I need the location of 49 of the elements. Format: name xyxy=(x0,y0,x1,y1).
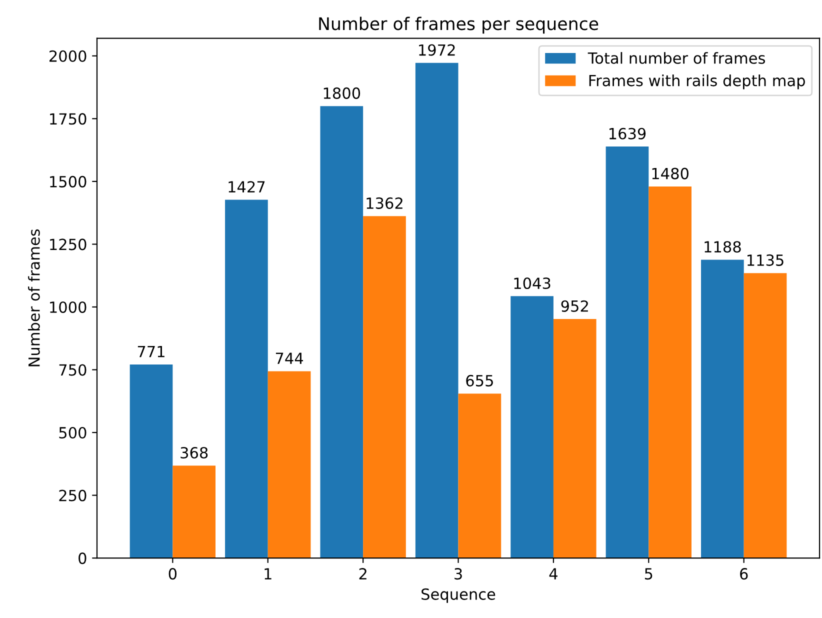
x-axis-title: Sequence xyxy=(422,588,496,603)
bar xyxy=(458,394,502,558)
y-axis-title: Number of frames xyxy=(28,229,40,366)
data-label: 655 xyxy=(466,374,493,386)
y-tick-label: 0 xyxy=(78,552,86,564)
data-label: 1362 xyxy=(366,197,402,209)
y-tick-label: 1750 xyxy=(50,113,86,125)
bar xyxy=(648,186,692,558)
bar xyxy=(268,371,311,558)
y-tick-label: 1250 xyxy=(50,238,86,250)
bar xyxy=(415,62,458,558)
legend-label: Total number of frames xyxy=(588,52,766,64)
bar xyxy=(225,200,268,558)
data-label: 1135 xyxy=(748,254,784,266)
x-tick-label: 5 xyxy=(644,568,652,580)
bar xyxy=(701,260,744,558)
data-label: 1639 xyxy=(609,128,646,140)
bar xyxy=(744,273,787,558)
y-tick-label: 250 xyxy=(59,490,86,502)
bar xyxy=(172,466,216,558)
data-label: 1800 xyxy=(324,87,360,99)
y-tick-label: 500 xyxy=(59,426,86,439)
x-tick-label: 3 xyxy=(454,568,462,580)
bar xyxy=(553,319,596,558)
bar xyxy=(363,216,406,558)
bar xyxy=(320,106,364,558)
data-label: 952 xyxy=(561,300,588,312)
x-tick-label: 1 xyxy=(264,568,272,580)
x-tick-label: 6 xyxy=(740,568,748,580)
data-label: 1972 xyxy=(419,44,455,56)
data-label: 368 xyxy=(180,446,208,459)
data-label: 771 xyxy=(138,346,164,358)
bar xyxy=(510,296,554,558)
bar xyxy=(130,364,173,558)
bar xyxy=(606,146,649,558)
data-label: 1188 xyxy=(704,241,741,253)
data-label: 1427 xyxy=(228,181,265,192)
legend-label: Frames with rails depth map xyxy=(589,74,805,90)
data-label: 1043 xyxy=(514,277,550,290)
y-tick-label: 750 xyxy=(59,364,86,376)
chart-title: Number of frames per sequence xyxy=(319,16,598,34)
x-tick-label: 0 xyxy=(168,568,177,580)
x-tick-label: 4 xyxy=(549,568,558,580)
y-tick-label: 1000 xyxy=(50,301,86,313)
data-label: 1480 xyxy=(652,168,688,180)
x-tick-label: 2 xyxy=(359,568,366,580)
y-tick-label: 1500 xyxy=(50,176,86,188)
y-tick-label: 2000 xyxy=(50,50,86,62)
data-label: 744 xyxy=(276,352,304,364)
